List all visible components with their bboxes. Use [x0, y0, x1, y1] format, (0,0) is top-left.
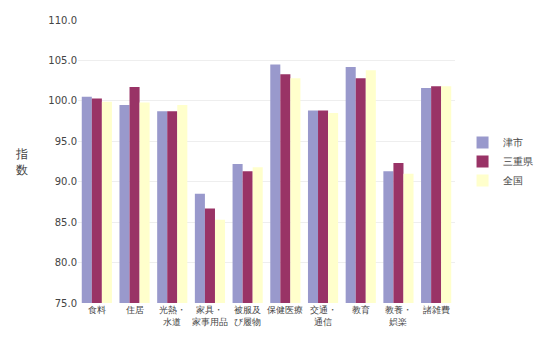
- svg-text:家具・家事用品: 家具・家事用品: [192, 305, 228, 327]
- svg-text:諸雑費: 諸雑費: [423, 305, 450, 315]
- svg-text:85.0: 85.0: [55, 217, 77, 228]
- svg-text:教養・娯楽: 教養・娯楽: [385, 305, 412, 327]
- svg-text:指数: 指数: [15, 147, 28, 177]
- svg-text:教育: 教育: [352, 305, 370, 315]
- svg-text:津市: 津市: [503, 137, 523, 148]
- svg-text:全国: 全国: [503, 175, 523, 186]
- svg-text:食料: 食料: [88, 305, 106, 315]
- svg-text:100.0: 100.0: [48, 95, 77, 106]
- svg-text:保健医療: 保健医療: [267, 305, 303, 315]
- svg-text:95.0: 95.0: [55, 136, 77, 147]
- svg-text:90.0: 90.0: [55, 176, 77, 187]
- svg-text:105.0: 105.0: [48, 55, 77, 66]
- svg-text:交通・通信: 交通・通信: [310, 305, 337, 327]
- svg-text:三重県: 三重県: [503, 156, 533, 167]
- svg-text:住居: 住居: [126, 305, 144, 315]
- svg-text:75.0: 75.0: [55, 298, 77, 309]
- svg-text:光熱・水道: 光熱・水道: [159, 305, 186, 327]
- svg-text:110.0: 110.0: [48, 15, 77, 26]
- svg-text:80.0: 80.0: [55, 257, 77, 268]
- svg-text:被服及び履物: 被服及び履物: [234, 305, 261, 327]
